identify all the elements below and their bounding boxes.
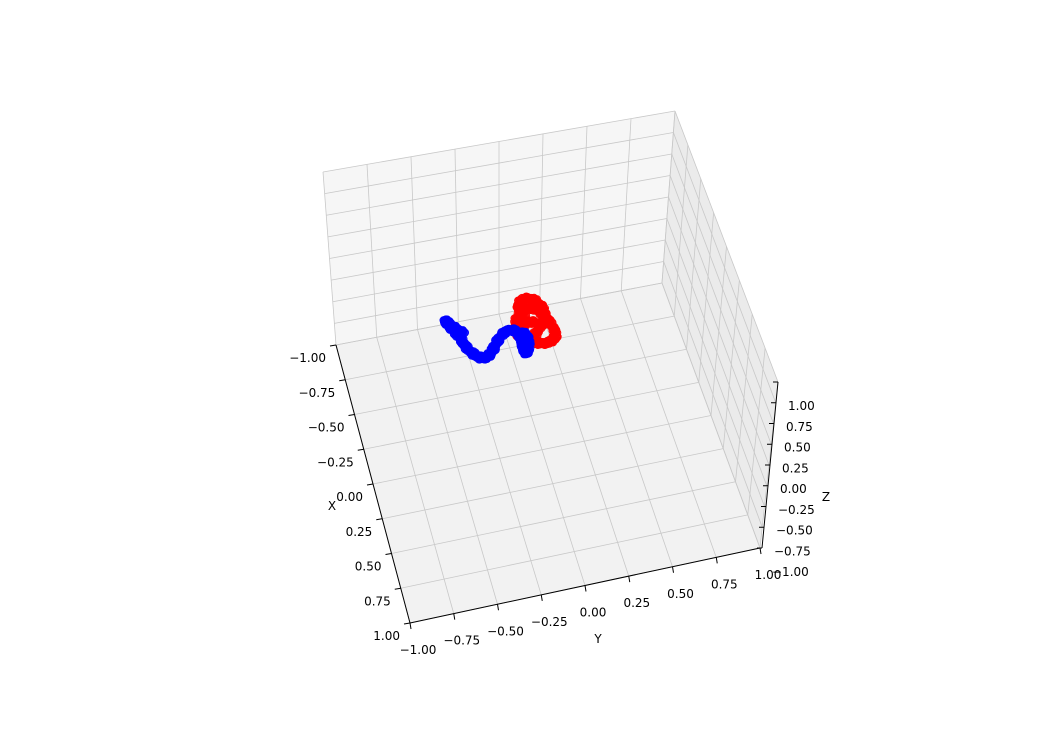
- x-tick-mark: [339, 379, 346, 382]
- side-gridline-vertical: [747, 348, 766, 515]
- x-tick-mark: [385, 553, 392, 555]
- y-tick-label: −1.00: [400, 643, 437, 657]
- z-tick-label: −0.25: [778, 503, 815, 517]
- y-tick-mark: [584, 585, 587, 592]
- floor-gridline-y: [539, 306, 630, 577]
- z-tick-label: 1.00: [788, 399, 815, 413]
- z-tick-label: 0.00: [780, 482, 807, 496]
- side-gridline-horizontal: [671, 153, 774, 424]
- side-gridline-vertical: [735, 314, 753, 482]
- gridlines: [322, 110, 779, 624]
- floor-gridline-y: [661, 282, 761, 549]
- floor-gridline-x: [391, 481, 736, 554]
- y-tick-mark: [497, 604, 499, 611]
- back-gridline-horizontal: [329, 196, 669, 259]
- side-gridline-horizontal: [668, 196, 770, 466]
- x-tick-label: 0.50: [355, 560, 382, 574]
- y-tick-mark: [409, 622, 412, 630]
- series-1-point: [531, 319, 540, 328]
- z-tick-label: 0.75: [786, 420, 813, 434]
- x-tick-label: −0.25: [317, 455, 354, 469]
- x-tick-label: −0.50: [308, 421, 345, 435]
- y-tick-label: −0.50: [487, 624, 524, 638]
- z-tick-label: 0.25: [782, 461, 809, 475]
- y-tick-label: 0.50: [667, 587, 694, 601]
- x-axis-label: X: [328, 499, 336, 513]
- data-points: [439, 292, 562, 364]
- floor-gridline-y: [580, 298, 673, 567]
- y-tick-label: 0.00: [580, 606, 607, 620]
- y-tick-label: −0.75: [443, 634, 480, 648]
- floor-gridline-x: [400, 514, 748, 589]
- side-gridline-vertical: [722, 280, 740, 449]
- floor-gridline-x: [382, 448, 724, 520]
- y-axis-label: Y: [593, 632, 602, 646]
- x-tick-label: −0.75: [299, 386, 336, 400]
- back-gridline-horizontal: [327, 175, 671, 238]
- x-tick-mark: [329, 344, 337, 347]
- x-tick-mark: [376, 518, 383, 521]
- z-tick-label: −0.75: [774, 544, 811, 558]
- axis-lines: [329, 344, 779, 630]
- z-tick-label: −0.50: [776, 524, 813, 538]
- x-tick-label: 0.00: [336, 490, 363, 504]
- x-tick-label: 0.75: [364, 594, 391, 608]
- y-tick-mark: [540, 594, 543, 601]
- z-tick-label: 0.50: [784, 441, 811, 455]
- x-tick-mark: [357, 448, 364, 451]
- tick-labels: −1.00 −0.75 −0.50 −0.25 0.00 0.25 0.50 0.75 1.00…: [289, 351, 815, 657]
- y-tick-mark: [715, 557, 718, 564]
- x-tick-label: 0.25: [346, 525, 373, 539]
- series-2-point: [520, 329, 528, 338]
- y-tick-mark: [628, 576, 631, 583]
- y-tick-mark: [672, 566, 674, 573]
- y-tick-mark: [453, 613, 456, 620]
- z-axis-label: Z: [822, 490, 830, 504]
- side-gridline-horizontal: [674, 110, 779, 383]
- back-gridline-vertical: [539, 133, 544, 307]
- back-gridline-vertical: [620, 118, 632, 291]
- back-gridline-vertical: [661, 110, 676, 284]
- x-tick-mark: [403, 622, 411, 625]
- side-gridline-horizontal: [673, 132, 777, 403]
- x-tick-mark: [366, 483, 374, 486]
- axis-panes: [323, 111, 778, 623]
- y-tick-label: 1.00: [755, 568, 782, 582]
- floor-gridline-y: [620, 290, 717, 558]
- y-tick-label: 0.75: [711, 577, 738, 591]
- y-tick-mark: [759, 547, 762, 555]
- x-tick-mark: [348, 414, 355, 416]
- back-gridline-horizontal: [326, 153, 672, 216]
- side-gridline-horizontal: [669, 175, 772, 445]
- x-tick-label: −1.00: [289, 351, 326, 365]
- y-tick-label: 0.25: [623, 596, 650, 610]
- floor-gridline-y: [498, 313, 586, 586]
- z-tick-label: −1.00: [772, 565, 809, 579]
- back-gridline-horizontal: [322, 110, 676, 173]
- back-gridline-horizontal: [324, 132, 674, 195]
- x-tick-label: 1.00: [373, 629, 400, 643]
- floor-pane: [336, 283, 760, 623]
- y-tick-label: −0.25: [531, 615, 568, 629]
- back-gridline-vertical: [580, 126, 588, 299]
- x-tick-mark: [394, 587, 401, 590]
